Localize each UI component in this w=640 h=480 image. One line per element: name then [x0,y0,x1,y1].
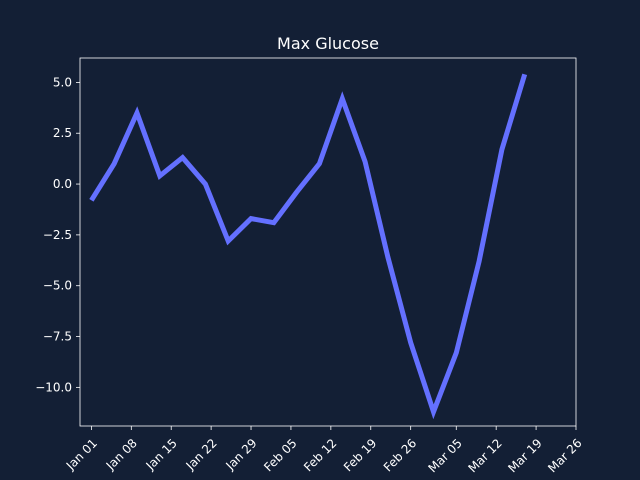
x-tick-label: Jan 08 [103,436,140,473]
x-tick-label: Jan 01 [63,436,100,473]
y-tick-label: 2.5 [53,126,72,140]
x-tick-label: Feb 05 [261,436,299,474]
x-tick-label: Jan 29 [223,436,260,473]
x-tick-label: Jan 22 [183,436,220,473]
series-line [89,73,528,420]
plot-area-frame [79,57,577,427]
y-tick-label: 5.0 [53,75,72,89]
y-axis: 5.0 2.5 0.0 −2.5 −5.0 −7.5 −10.0 [35,75,80,394]
x-tick-label: Mar 19 [505,436,544,475]
x-tick-label: Mar 05 [426,436,465,475]
y-tick-label: 0.0 [53,177,72,191]
x-axis: Jan 01 Jan 08 Jan 15 Jan 22 Jan 29 Feb 05 Feb … [63,426,585,475]
x-tick-label: Feb 12 [301,436,339,474]
x-tick-label: Feb 26 [381,436,419,474]
x-tick-label: Mar 26 [545,436,584,475]
y-tick-label: −2.5 [43,228,72,242]
x-tick-label: Mar 12 [465,436,504,475]
chart-title: Max Glucose [277,34,379,53]
y-tick-label: −10.0 [35,380,72,394]
y-tick-label: −7.5 [43,330,72,344]
x-tick-label: Jan 15 [143,436,180,473]
y-tick-label: −5.0 [43,279,72,293]
series-layer [89,73,528,420]
x-tick-label: Feb 19 [341,436,379,474]
